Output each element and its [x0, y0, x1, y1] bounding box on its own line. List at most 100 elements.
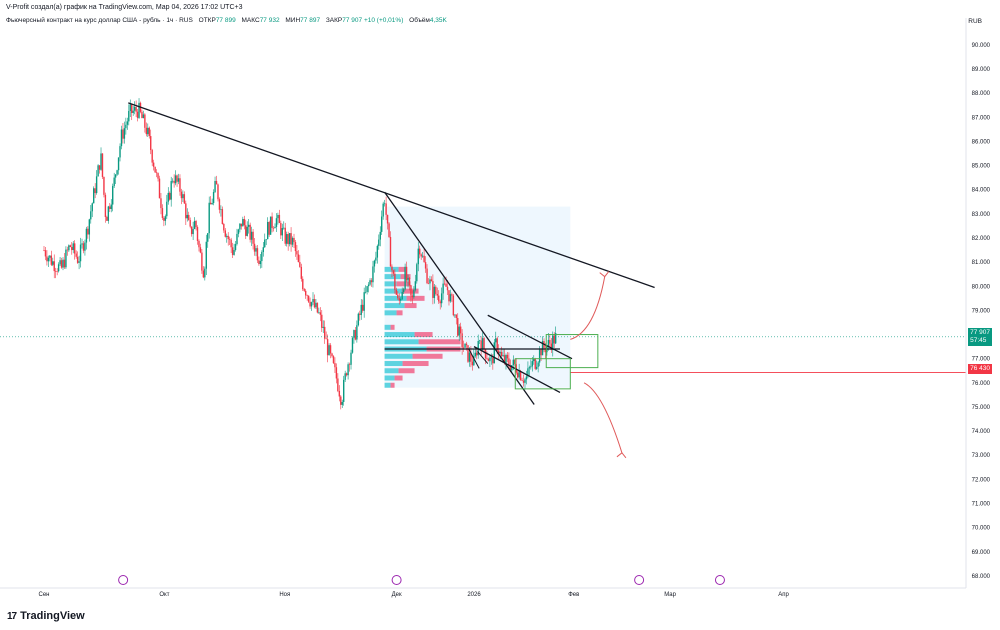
candle-body: [271, 216, 273, 228]
candle-body: [506, 354, 509, 359]
candle-body: [161, 208, 164, 218]
candle-body: [503, 355, 506, 363]
candle-body: [211, 203, 213, 205]
volume-value: 4,35K: [429, 17, 447, 24]
volume-profile-sell-bar: [418, 339, 461, 345]
candle-body: [253, 243, 256, 252]
volume-profile-buy-bar: [384, 332, 415, 338]
candle-body: [310, 302, 313, 307]
price-tick-label: 82.000: [972, 236, 991, 242]
candle-body: [528, 367, 531, 369]
steep-downtrend-line: [384, 191, 535, 405]
candle-body: [274, 226, 276, 229]
candle-body: [372, 266, 374, 283]
candle-body: [50, 255, 53, 265]
candle-body: [312, 299, 314, 303]
candle-body: [87, 228, 89, 235]
volume-profile-buy-bar: [384, 368, 399, 374]
candle-body: [112, 186, 114, 205]
candle-body: [547, 339, 550, 347]
price-tick-label: 90.000: [972, 43, 991, 49]
candle-body: [538, 349, 541, 363]
event-marker-icon: [714, 575, 725, 585]
candle-body: [328, 345, 330, 356]
candle-body: [100, 153, 102, 170]
candle-body: [457, 318, 459, 336]
candle-body: [107, 206, 110, 221]
candle-body: [157, 173, 159, 179]
volume-profile-sell-bar: [394, 375, 403, 381]
candle-body: [499, 351, 501, 354]
bar-countdown: 57:45: [970, 337, 987, 344]
candle-body: [201, 252, 203, 271]
candle-body: [247, 224, 250, 227]
candle-body: [338, 390, 341, 397]
candle-body: [59, 260, 61, 265]
candle-body: [430, 279, 433, 282]
candle-body: [192, 228, 194, 235]
candle-body: [417, 248, 419, 265]
candle-body: [315, 302, 317, 308]
candle-body: [478, 340, 481, 342]
candle-body: [170, 181, 172, 200]
price-tick-label: 89.000: [972, 67, 991, 73]
brand-name: TradingView: [20, 610, 85, 622]
candle-body: [340, 396, 342, 405]
candle-body: [249, 224, 251, 240]
candle-body: [378, 239, 380, 246]
candle-body: [223, 223, 225, 231]
candle-body: [117, 157, 120, 171]
time-tick-label: Мар: [664, 592, 676, 598]
candle-body: [97, 165, 99, 177]
candle-body: [63, 259, 66, 268]
candle-body: [516, 372, 519, 378]
channel-upper-line: [487, 314, 573, 360]
close-label: ЗАКР: [325, 17, 343, 24]
instrument-name[interactable]: Фьючерсный контракт на курс доллар США -…: [6, 17, 193, 24]
candle-body: [381, 216, 383, 232]
candle-body: [389, 236, 392, 267]
candle-body: [84, 242, 86, 251]
close-value: 77 907: [342, 17, 363, 24]
candle-body: [402, 289, 405, 293]
tradingview-logo[interactable]: 17 TradingView: [7, 610, 85, 622]
candle-body: [116, 170, 118, 175]
candle-body: [109, 206, 111, 210]
candle-body: [394, 273, 396, 290]
price-tick-label: 71.000: [972, 502, 991, 508]
candle-body: [433, 286, 436, 298]
candle-body: [379, 231, 381, 240]
candle-body: [549, 339, 551, 344]
low-value: 77 897: [300, 17, 321, 24]
candle-body: [419, 248, 421, 255]
candle-body: [230, 239, 232, 248]
candle-body: [401, 292, 403, 300]
candle-body: [128, 111, 130, 122]
candle-body: [326, 339, 329, 356]
candle-body: [259, 261, 262, 265]
candle-body: [552, 335, 554, 351]
candle-body: [190, 226, 193, 235]
price-tick-label: 70.000: [972, 526, 991, 532]
candle-body: [366, 286, 368, 292]
candle-body: [459, 326, 462, 334]
candle-body: [195, 220, 197, 228]
candle-body: [81, 243, 83, 245]
candle-body: [144, 114, 146, 128]
candle-body: [535, 366, 538, 369]
candle-body: [525, 376, 528, 380]
candle-body: [188, 214, 190, 221]
candle-body: [185, 203, 187, 219]
candle-body: [296, 251, 298, 255]
candle-body: [483, 338, 485, 350]
candle-body: [544, 348, 547, 353]
currency-label[interactable]: RUB: [968, 18, 982, 25]
candle-body: [76, 256, 79, 263]
candle-body: [49, 255, 51, 258]
candle-body: [208, 202, 210, 234]
price-tick-label: 86.000: [972, 139, 991, 145]
candle-body: [426, 268, 428, 284]
candle-body: [57, 264, 60, 272]
candle-body: [318, 312, 320, 313]
